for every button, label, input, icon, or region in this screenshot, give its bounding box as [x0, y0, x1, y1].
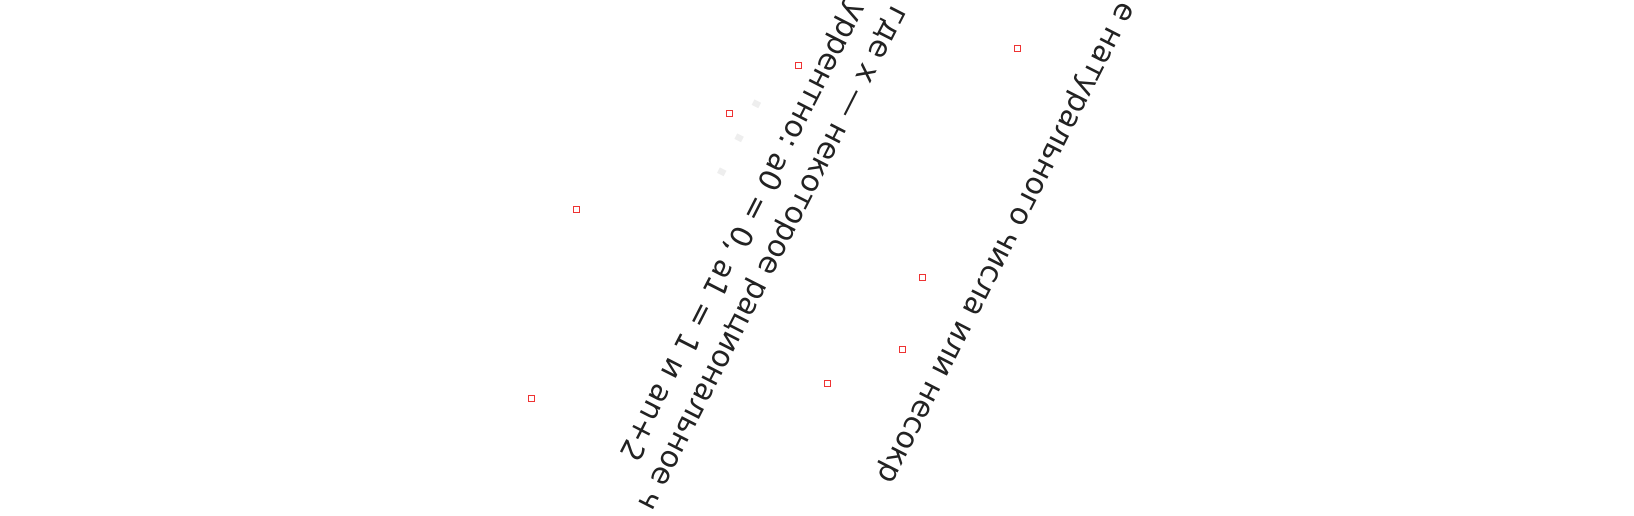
marker: [824, 380, 831, 387]
marker: [1014, 45, 1021, 52]
text-line: е натурального числа или несокр: [869, 0, 1145, 490]
marker: [528, 395, 535, 402]
marker: [899, 346, 906, 353]
marker: [919, 274, 926, 281]
text-line: уррентно: a0 = 0, a1 = 1 и an+2: [611, 0, 875, 467]
marker: [726, 110, 733, 117]
marker: [573, 206, 580, 213]
text-line: где x — некоторое рациональное ч: [630, 0, 917, 516]
marker: [795, 62, 802, 69]
page: · · · уррентно: a0 = 0, a1 = 1 и an+2 гд…: [528, 0, 1145, 516]
